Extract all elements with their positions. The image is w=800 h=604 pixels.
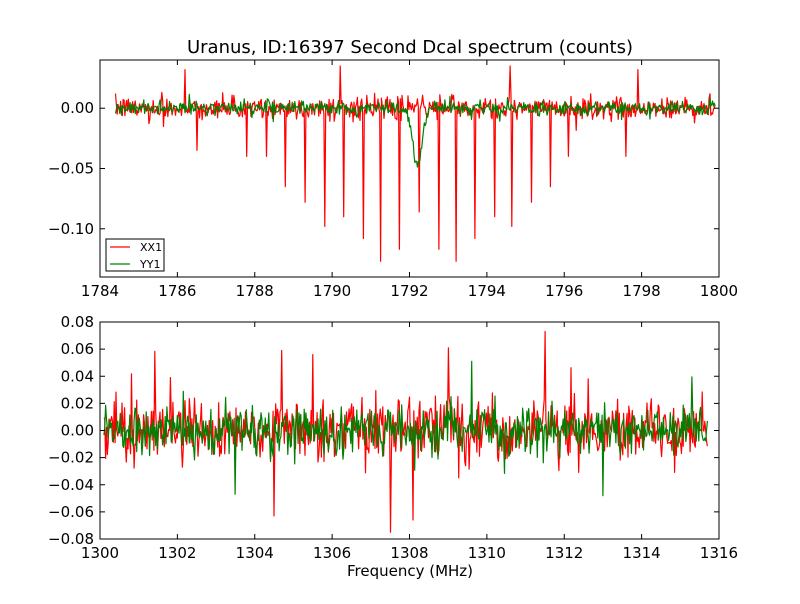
bottom-xtick-label: 1310 <box>468 544 506 562</box>
bottom-ytick-label: −0.08 <box>48 530 94 548</box>
bottom-series-yy1 <box>103 360 708 497</box>
top-chart-title: Uranus, ID:16397 Second Dcal spectrum (c… <box>187 37 633 58</box>
top-xtick-label: 1788 <box>236 282 274 300</box>
top-ytick-label: −0.05 <box>48 160 94 178</box>
bottom-xtick-label: 1304 <box>236 544 274 562</box>
bottom-ytick-label: −0.02 <box>48 449 94 467</box>
legend-label-xx1: XX1 <box>140 241 162 254</box>
top-series-yy1 <box>114 93 716 168</box>
bottom-ytick-label: 0.08 <box>61 313 94 331</box>
top-ytick-label: −0.10 <box>48 220 94 238</box>
bottom-xtick-label: 1312 <box>545 544 583 562</box>
bottom-xtick-label: 1300 <box>81 544 119 562</box>
bottom-ytick-label: 0.06 <box>61 340 94 358</box>
top-xtick-label: 1784 <box>81 282 119 300</box>
legend: XX1 YY1 <box>105 238 165 272</box>
bottom-xtick-label: 1306 <box>313 544 351 562</box>
top-xtick-label: 1790 <box>313 282 351 300</box>
bottom-ytick-label: −0.04 <box>48 476 94 494</box>
bottom-plot-area <box>103 330 708 533</box>
bottom-xtick-label: 1316 <box>700 544 738 562</box>
bottom-ytick-label: 0.02 <box>61 394 94 412</box>
bottom-x-axis-label: Frequency (MHz) <box>347 562 473 580</box>
top-plot-area <box>114 65 716 262</box>
top-xtick-label: 1786 <box>158 282 196 300</box>
top-xtick-label: 1800 <box>700 282 738 300</box>
chart-top: Uranus, ID:16397 Second Dcal spectrum (c… <box>48 37 738 300</box>
top-xtick-label: 1798 <box>623 282 661 300</box>
bottom-xtick-label: 1302 <box>158 544 196 562</box>
top-ytick-label: 0.00 <box>61 99 94 117</box>
top-x-axis: 1784 1786 1788 1790 1792 1794 1796 1798 1800 <box>81 60 738 300</box>
bottom-ytick-label: −0.06 <box>48 503 94 521</box>
bottom-y-axis: 0.08 0.06 0.04 0.02 0.00 −0.02 −0.04 −0.06 −0.08 <box>48 313 719 548</box>
bottom-xtick-label: 1308 <box>390 544 428 562</box>
top-xtick-label: 1794 <box>468 282 506 300</box>
bottom-xtick-label: 1314 <box>623 544 661 562</box>
top-xtick-label: 1792 <box>390 282 428 300</box>
chart-bottom: 1300 1302 1304 1306 1308 1310 1312 1314 1316 0.0… <box>48 313 738 580</box>
legend-box <box>105 238 165 272</box>
top-y-axis: 0.00 −0.05 −0.10 <box>48 99 719 238</box>
bottom-ytick-label: 0.00 <box>61 422 94 440</box>
top-xtick-label: 1796 <box>545 282 583 300</box>
bottom-ytick-label: 0.04 <box>61 367 94 385</box>
bottom-x-axis: 1300 1302 1304 1306 1308 1310 1312 1314 1316 <box>81 322 738 562</box>
legend-label-yy1: YY1 <box>139 258 160 271</box>
